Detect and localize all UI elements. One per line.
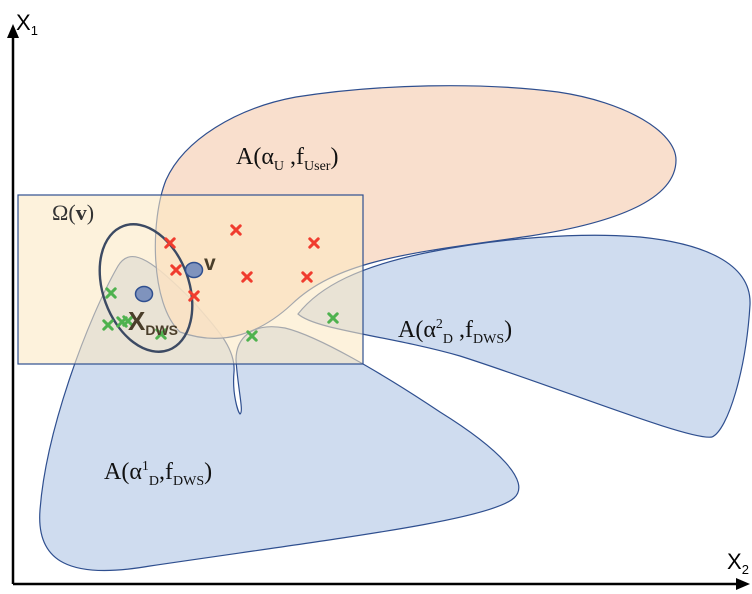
region-dws1-label: A(α1D,fDWS) — [104, 459, 212, 489]
marker-green — [102, 319, 114, 331]
point-xdws — [134, 285, 154, 303]
omega-label-base: Ω( — [52, 200, 76, 225]
region-dws2 — [297, 234, 751, 438]
marker-red — [188, 290, 200, 302]
marker-green — [327, 312, 339, 324]
marker-green — [105, 287, 117, 299]
marker-green — [122, 315, 134, 327]
marker-red — [230, 224, 242, 236]
y-axis-label-sub: 1 — [31, 23, 38, 38]
marker-red — [170, 264, 182, 276]
label-xdws-base: X — [128, 306, 146, 336]
marker-green — [155, 328, 167, 340]
x-axis-label-base: X — [727, 549, 742, 574]
y-axis-label: X1 — [16, 10, 38, 38]
marker-red — [301, 271, 313, 283]
x-axis-arrowhead — [736, 578, 750, 590]
label-v: v — [204, 252, 216, 275]
label-xdws: XDWS — [128, 306, 178, 338]
marker-red — [308, 237, 320, 249]
omega-label-close: ) — [87, 200, 94, 225]
x-axis-label-sub: 2 — [742, 562, 749, 577]
marker-red — [241, 271, 253, 283]
omega-label-bold: v — [76, 200, 87, 225]
x-axis-label: X2 — [727, 549, 749, 577]
region-user-label: A(αU ,fUser) — [236, 144, 338, 174]
region-dws2-label: A(α2D ,fDWS) — [398, 317, 512, 347]
y-axis-arrowhead — [7, 24, 19, 38]
markers-layer — [102, 224, 339, 342]
omega-label: Ω(v) — [52, 200, 94, 225]
marker-red — [164, 237, 176, 249]
label-xdws-sub: DWS — [145, 322, 178, 338]
point-v — [184, 261, 204, 279]
marker-green — [246, 330, 258, 342]
y-axis-label-base: X — [16, 10, 31, 35]
